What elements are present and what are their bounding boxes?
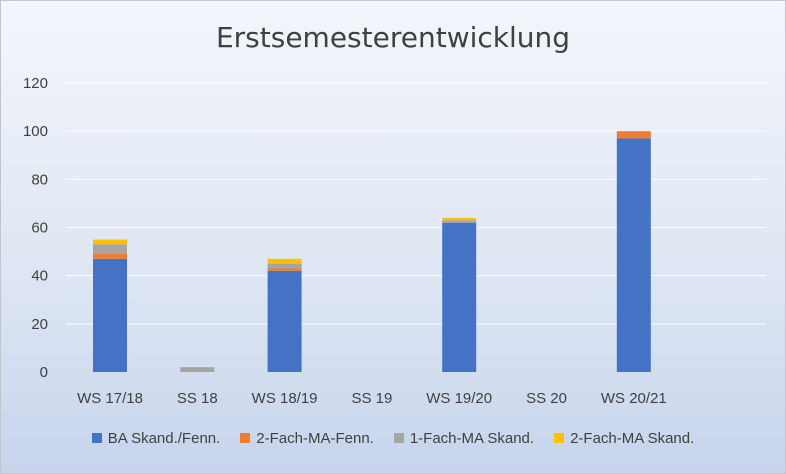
y-tick-label: 100 bbox=[23, 123, 48, 140]
bar-segment bbox=[442, 220, 477, 223]
bar-segment bbox=[180, 367, 215, 372]
bar-segment bbox=[616, 131, 651, 139]
x-tick-label: SS 19 bbox=[351, 390, 392, 407]
legend-label: 2-Fach-MA Skand. bbox=[570, 429, 695, 447]
legend-swatch bbox=[91, 433, 102, 443]
x-tick-label: SS 20 bbox=[526, 390, 567, 407]
bar-segment bbox=[267, 263, 302, 269]
x-tick-label: SS 18 bbox=[177, 390, 218, 407]
chart-title: Erstsemesterentwicklung bbox=[215, 21, 571, 54]
legend-label: 2-Fach-MA-Fenn. bbox=[256, 429, 374, 447]
y-tick-label: 20 bbox=[31, 316, 48, 333]
bar-segment bbox=[93, 253, 127, 259]
bar-segment bbox=[93, 239, 127, 245]
legend-item: 1-Fach-MA Skand. bbox=[393, 429, 535, 447]
bar-segment bbox=[442, 217, 477, 221]
y-tick-label: 120 bbox=[23, 75, 48, 92]
bar-segment bbox=[267, 258, 302, 264]
bar-segment bbox=[93, 258, 127, 372]
chart-plot: 0 20 40 60 80 100 120 WS 17/18 SS 18 WS 18/19 SS 1… bbox=[23, 75, 766, 407]
x-tick-label: WS 17/18 bbox=[77, 390, 143, 407]
bar-segment bbox=[442, 222, 477, 372]
legend-item: 2-Fach-MA Skand. bbox=[554, 430, 694, 447]
legend-swatch bbox=[240, 433, 251, 443]
bar-segment bbox=[267, 270, 302, 372]
x-tick-label: WS 20/21 bbox=[601, 390, 667, 407]
legend-swatch bbox=[554, 433, 565, 443]
legend-swatch bbox=[393, 433, 404, 443]
legend-item: BA Skand./Fenn. bbox=[91, 429, 221, 447]
bar-segment bbox=[267, 268, 302, 271]
chart-legend: BA Skand./Fenn. 2-Fach-MA-Fenn. 1-Fach-MA … bbox=[1, 428, 785, 448]
legend-item: 2-Fach-MA-Fenn. bbox=[240, 430, 374, 447]
y-tick-label: 60 bbox=[31, 220, 48, 237]
x-tick-label: WS 18/19 bbox=[252, 390, 318, 407]
y-tick-label: 80 bbox=[31, 171, 48, 188]
bar-segment bbox=[93, 244, 127, 254]
legend-label: 1-Fach-MA Skand. bbox=[409, 429, 535, 447]
y-tick-label: 0 bbox=[40, 364, 48, 381]
x-tick-label: WS 19/20 bbox=[426, 390, 492, 407]
y-tick-label: 40 bbox=[31, 268, 48, 285]
bar-segment bbox=[616, 138, 651, 372]
legend-label: BA Skand./Fenn. bbox=[107, 429, 221, 447]
